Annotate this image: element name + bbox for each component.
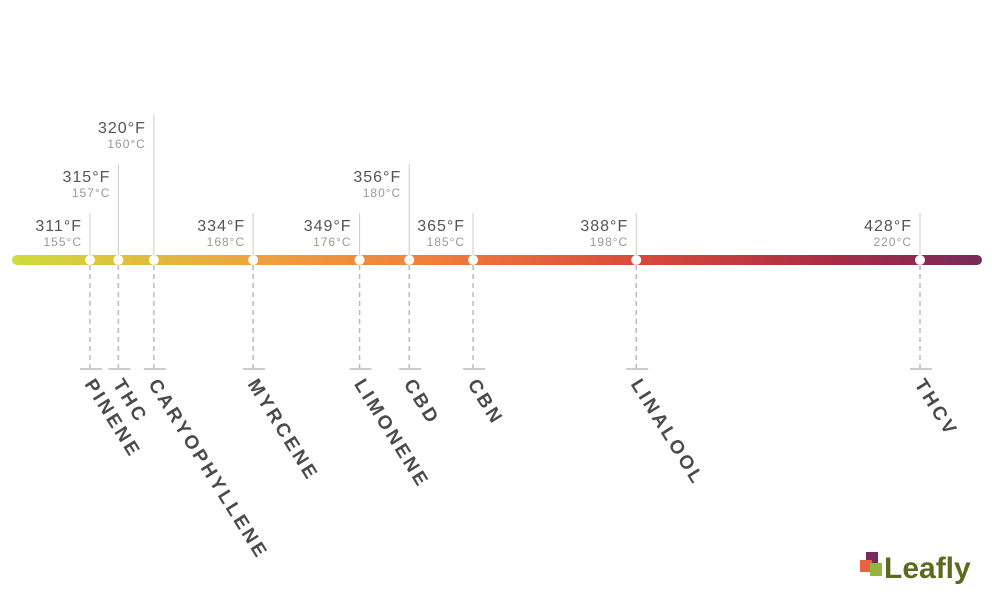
celsius-label: 220°C: [874, 235, 913, 249]
fahrenheit-label: 365°F: [417, 218, 465, 235]
compound-name: LINALOOL: [626, 376, 708, 490]
compound-name: CBD: [399, 376, 443, 430]
celsius-label: 198°C: [590, 235, 629, 249]
fahrenheit-label: 349°F: [304, 218, 352, 235]
celsius-label: 168°C: [207, 235, 246, 249]
celsius-label: 160°C: [107, 137, 146, 151]
celsius-label: 185°C: [427, 235, 466, 249]
fahrenheit-label: 334°F: [197, 218, 245, 235]
celsius-label: 176°C: [313, 235, 352, 249]
marker-dot: [404, 255, 415, 265]
logo: Leafly: [860, 552, 971, 585]
fahrenheit-label: 320°F: [98, 120, 146, 137]
marker-dot: [631, 255, 642, 265]
marker-dot: [248, 255, 259, 265]
logo-text: Leafly: [884, 552, 971, 585]
marker-dot: [85, 255, 95, 265]
fahrenheit-label: 315°F: [63, 169, 111, 186]
marker-dot: [354, 255, 365, 265]
fahrenheit-label: 428°F: [864, 218, 912, 235]
compound-name: CARYOPHYLLENE: [144, 376, 272, 564]
marker-dot: [148, 255, 159, 265]
celsius-label: 180°C: [363, 186, 402, 200]
fahrenheit-label: 356°F: [353, 169, 401, 186]
compound-name: THCV: [910, 376, 962, 441]
marker-dot: [113, 255, 124, 265]
marker-dot: [915, 255, 925, 265]
celsius-label: 155°C: [44, 235, 83, 249]
fahrenheit-label: 388°F: [580, 218, 628, 235]
fahrenheit-label: 311°F: [35, 218, 82, 235]
compound-name: CBN: [463, 376, 507, 430]
celsius-label: 157°C: [72, 186, 111, 200]
compound-name: MYRCENE: [243, 376, 322, 486]
marker-dot: [468, 255, 479, 265]
